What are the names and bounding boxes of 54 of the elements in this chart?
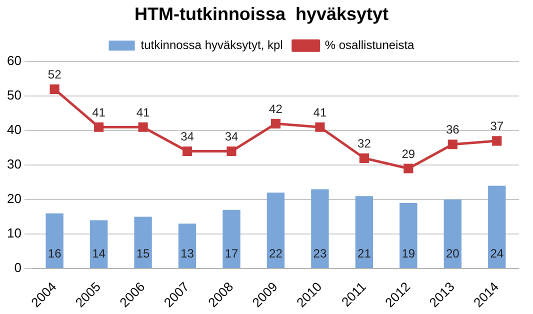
legend-label: % osallistuneista xyxy=(324,38,415,52)
data-label: 19 xyxy=(402,246,416,260)
y-tick-label: 40 xyxy=(6,122,22,138)
y-tick-label: 60 xyxy=(6,53,22,68)
bar xyxy=(90,220,108,268)
data-label: 32 xyxy=(358,136,372,150)
data-label: 36 xyxy=(446,122,460,137)
bar xyxy=(46,213,64,268)
data-label: 41 xyxy=(92,105,106,120)
bar xyxy=(311,189,329,268)
data-label: 37 xyxy=(490,119,504,134)
data-label: 14 xyxy=(92,246,106,260)
bar xyxy=(400,202,418,268)
legend-label: tutkinnossa hyväksytyt, kpl xyxy=(140,38,283,52)
data-label: 24 xyxy=(490,246,504,260)
bar xyxy=(178,224,196,268)
point xyxy=(138,122,148,132)
point xyxy=(448,140,458,150)
bar xyxy=(488,186,506,268)
point xyxy=(270,118,281,128)
y-tick-label: 50 xyxy=(6,88,22,103)
data-label: 22 xyxy=(269,246,283,260)
data-label: 13 xyxy=(180,246,194,260)
bar xyxy=(444,200,462,268)
chart-title: HTM-tutkinnoissa hyväksytyt xyxy=(134,4,389,24)
data-label: 23 xyxy=(313,246,327,260)
data-label: 41 xyxy=(313,105,327,120)
point xyxy=(182,146,192,156)
bar xyxy=(222,210,240,268)
point xyxy=(50,84,60,94)
data-label: 15 xyxy=(136,246,150,260)
data-label: 41 xyxy=(136,105,150,120)
point xyxy=(492,136,502,146)
point xyxy=(359,153,369,163)
data-label: 17 xyxy=(224,246,238,260)
point xyxy=(315,122,325,132)
y-tick-label: 0 xyxy=(14,260,22,276)
bar xyxy=(355,196,374,268)
data-label: 34 xyxy=(180,130,194,144)
data-label: 16 xyxy=(48,246,62,260)
y-tick-label: 30 xyxy=(6,156,22,172)
data-label: 42 xyxy=(269,102,283,116)
point xyxy=(94,122,104,132)
data-label: 21 xyxy=(358,246,372,260)
point xyxy=(404,164,414,174)
data-label: 34 xyxy=(224,130,238,144)
point xyxy=(226,146,236,156)
bar xyxy=(134,216,152,268)
data-label: 52 xyxy=(48,68,62,82)
y-tick-label: 20 xyxy=(6,191,22,206)
data-label: 29 xyxy=(402,146,416,161)
data-label: 20 xyxy=(446,246,460,260)
bar xyxy=(266,192,285,268)
y-tick-label: 10 xyxy=(6,226,22,241)
